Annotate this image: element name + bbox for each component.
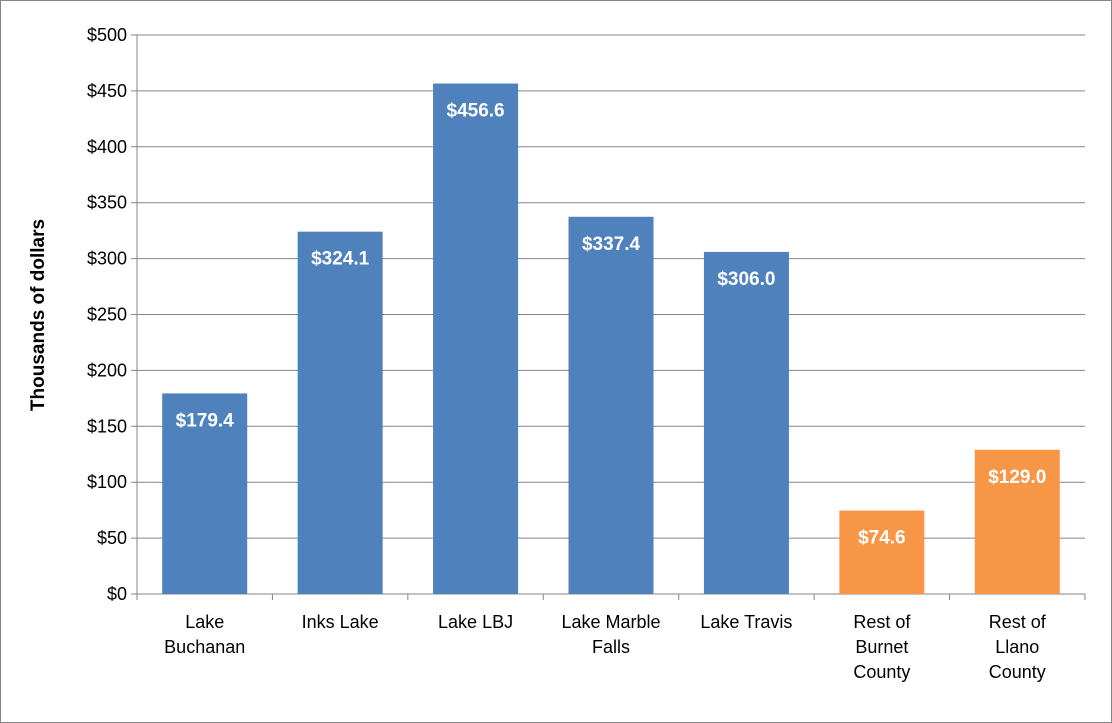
value-label: $179.4 [176,410,235,431]
x-tick-label: Lake Travis [700,612,792,632]
y-tick-label: $50 [97,528,127,548]
bar [162,393,248,594]
y-tick-label: $350 [87,193,127,213]
x-tick-label: Rest of Burnet County [853,612,911,682]
bar [433,83,519,594]
y-tick-label: $500 [87,25,127,45]
x-tick-label: Rest of Llano County [989,612,1047,682]
bar [703,251,789,594]
bar [839,510,925,594]
value-label: $306.0 [717,269,775,290]
y-axis-label: Thousands of dollars [28,219,49,411]
y-tick-label: $450 [87,81,127,101]
y-tick-label: $300 [87,249,127,269]
value-label: $324.1 [311,249,370,270]
x-tick-label: Lake LBJ [438,612,513,632]
x-tick-label: Lake Buchanan [164,612,245,657]
value-label: $129.0 [988,467,1046,488]
y-tick-label: $150 [87,416,127,436]
value-label: $74.6 [858,528,906,549]
value-label: $337.4 [582,234,641,255]
y-tick-label: $400 [87,137,127,157]
x-tick-label: Inks Lake [302,612,379,632]
y-tick-label: $200 [87,360,127,380]
y-tick-label: $250 [87,305,127,325]
bar [974,449,1060,594]
y-tick-label: $100 [87,472,127,492]
value-label: $456.6 [447,101,505,122]
x-tick-label: Lake Marble Falls [561,612,660,657]
bar [297,231,383,595]
y-tick-label: $0 [107,584,127,604]
bar [568,216,654,594]
